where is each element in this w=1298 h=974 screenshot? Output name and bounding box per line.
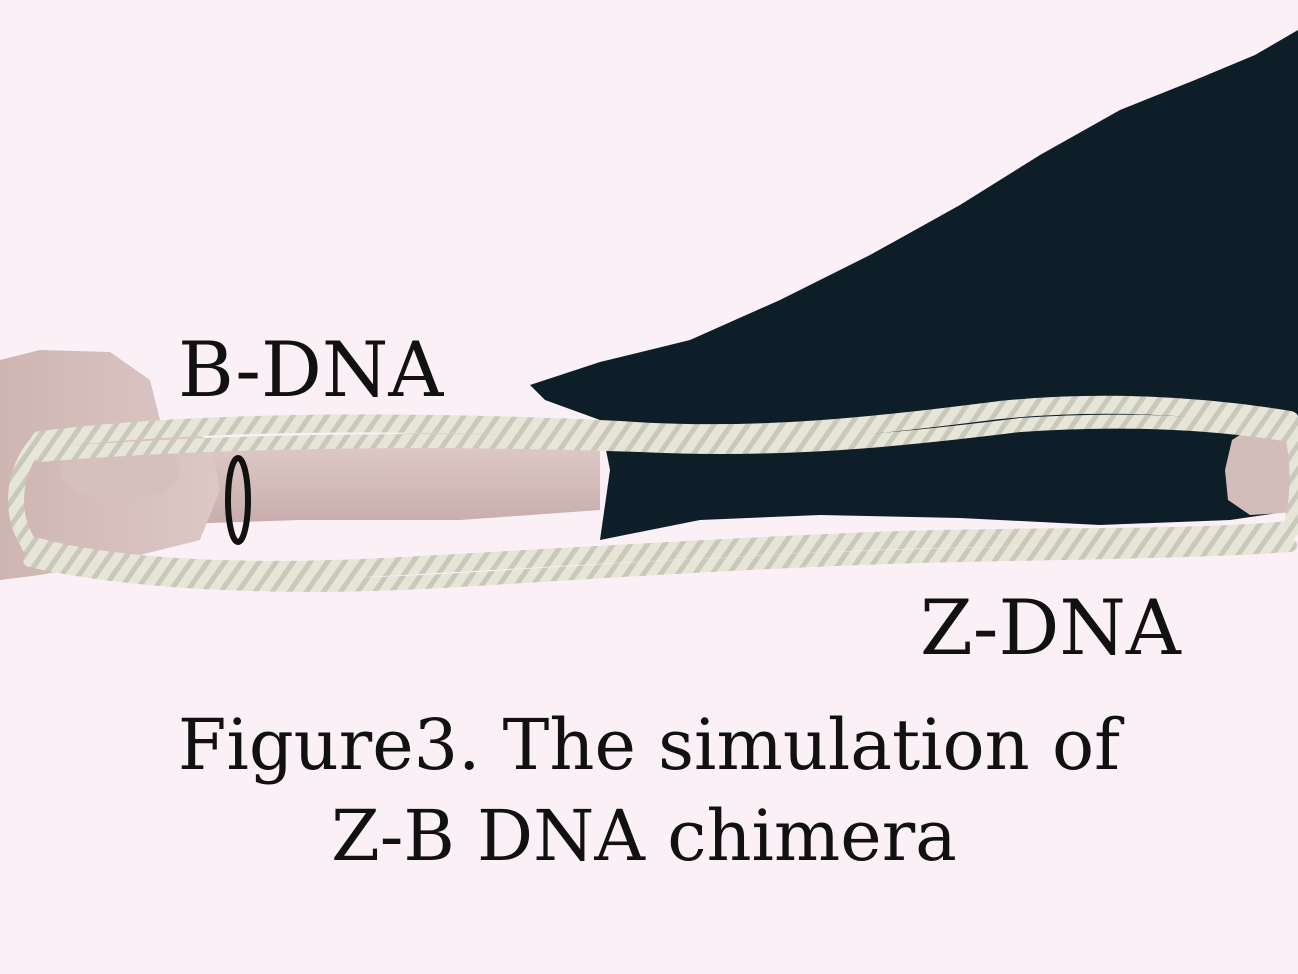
caption-line-2: Z-B DNA chimera <box>331 795 957 877</box>
right-hand <box>1225 420 1298 515</box>
rope-lower-2 <box>23 538 1297 592</box>
rope-upper-2 <box>33 414 1297 462</box>
forearm <box>140 428 600 525</box>
rope-upper <box>31 395 1298 449</box>
figure-caption: Figure3. The simulation of Z-B DNA chime… <box>0 700 1298 882</box>
z-dna-label: Z-DNA <box>920 583 1181 672</box>
rope-left-end <box>8 432 48 553</box>
rope-loops <box>8 395 1298 592</box>
rope-lower <box>21 521 1298 579</box>
b-dna-label: B-DNA <box>178 325 444 414</box>
rope-right-end <box>1282 412 1298 538</box>
caption-line-1: Figure3. The simulation of <box>177 704 1121 786</box>
dark-sleeve <box>530 30 1298 540</box>
wrist-band <box>225 455 251 545</box>
